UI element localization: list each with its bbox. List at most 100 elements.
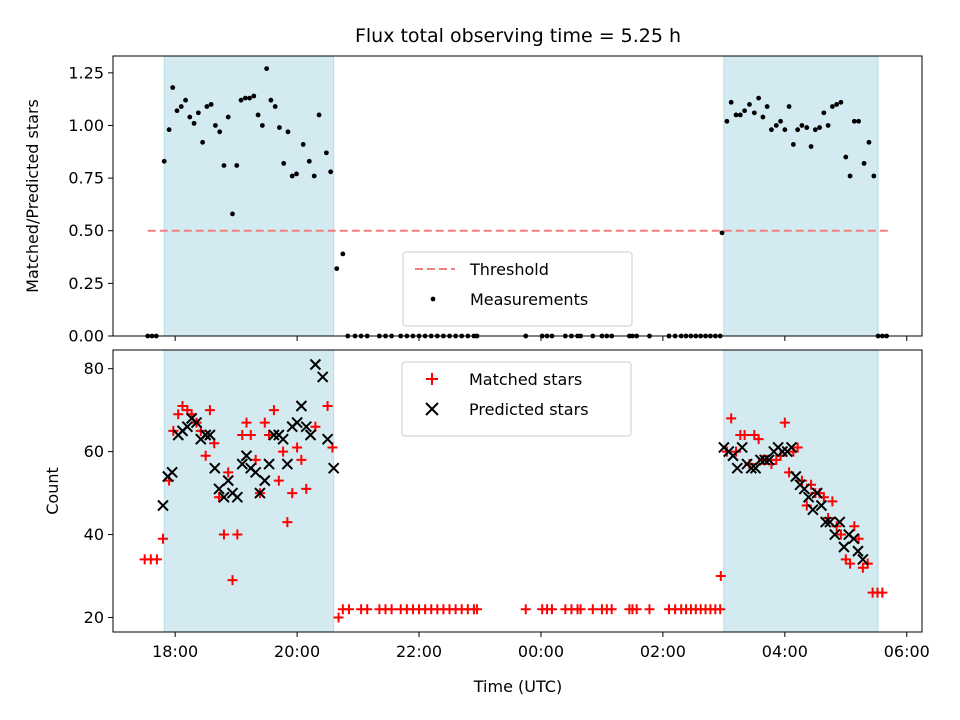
y-tick-label: 0.25 — [68, 274, 104, 293]
measurement-point — [795, 127, 801, 133]
predicted-star-point — [231, 491, 244, 503]
predicted-star-point — [759, 454, 771, 466]
predicted-star-point — [213, 483, 225, 495]
measurement-point — [166, 127, 172, 133]
predicted-star-point — [236, 458, 248, 470]
legend-predicted-swatch — [425, 402, 439, 416]
matched-star-point — [173, 409, 184, 420]
predicted-star-point — [819, 516, 832, 528]
legend-label: Predicted stars — [469, 400, 589, 419]
measurement-point — [174, 108, 180, 114]
predicted-star-point — [754, 454, 767, 466]
matched-star-point — [273, 475, 284, 486]
measurement-point — [737, 112, 743, 118]
matched-star-point — [237, 430, 248, 441]
matched-star-point — [845, 558, 856, 569]
measurement-point — [817, 125, 822, 130]
matched-star-point — [386, 604, 397, 615]
matched-star-point — [520, 604, 531, 615]
matched-star-point — [362, 604, 373, 615]
y-tick-label: 80 — [84, 359, 104, 378]
matched-star-point — [877, 587, 888, 598]
matched-star-point — [200, 450, 211, 461]
chart-title: Flux total observing time = 5.25 h — [355, 25, 681, 47]
matched-star-point — [333, 612, 344, 623]
predicted-star-point — [300, 421, 312, 433]
predicted-star-point — [745, 462, 758, 474]
measurement-point — [782, 127, 788, 133]
x-tick-label: 18:00 — [152, 642, 198, 661]
predicted-star-point — [327, 462, 340, 474]
measurement-point — [856, 118, 861, 124]
measurement-point — [812, 127, 818, 133]
predicted-star-point — [848, 532, 860, 545]
predicted-star-point — [209, 462, 221, 474]
legend: Threshold Measurements — [402, 251, 633, 327]
y-tick-label: 1.25 — [68, 63, 104, 82]
plot-frame — [112, 349, 923, 633]
measurement-point — [786, 104, 792, 109]
measurement-point — [238, 97, 244, 103]
y-tick-label: 0.50 — [68, 221, 104, 240]
measurement-point — [843, 154, 849, 160]
measurement-point — [213, 123, 218, 128]
predicted-star-point — [291, 416, 303, 429]
measurement-point — [225, 114, 231, 120]
measurement-point — [790, 142, 796, 147]
matched-star-point — [245, 430, 256, 441]
measurement-point — [316, 112, 322, 118]
predicted-star-point — [268, 429, 280, 441]
predicted-star-point — [190, 416, 203, 429]
predicted-star-point — [181, 421, 194, 433]
y-tick-label: 20 — [84, 608, 104, 627]
predicted-star-point — [204, 429, 216, 441]
measurement-point — [294, 171, 299, 177]
predicted-star-point — [798, 483, 811, 495]
predicted-star-point — [259, 474, 271, 487]
legend-label: Threshold — [469, 260, 549, 279]
measurement-point — [221, 163, 227, 168]
predicted-star-point — [281, 458, 294, 470]
legend-label: Matched stars — [469, 370, 582, 389]
x-tick-label: 00:00 — [518, 642, 564, 661]
predicted-star-point — [736, 441, 748, 454]
measurement-point — [217, 129, 223, 135]
predicted-star-point — [166, 466, 178, 479]
x-tick-label: 04:00 — [762, 642, 808, 661]
measurement-point — [251, 93, 257, 99]
predicted-star-point — [824, 516, 836, 528]
predicted-star-point — [321, 433, 334, 445]
measurement-point — [161, 158, 167, 164]
measurement-point — [747, 102, 752, 107]
matched-star-point — [282, 517, 293, 528]
observing-interval-0 — [163, 55, 335, 337]
predicted-star-point — [222, 474, 234, 487]
measurement-point — [178, 104, 184, 109]
matched-star-point — [575, 604, 586, 615]
count-panel: 20 40 60 80 18:00 20:00 22:00 00:00 02:00 04:00 06… — [43, 349, 930, 661]
predicted-star-point — [763, 454, 775, 466]
measurement-point — [289, 173, 295, 179]
ratio-panel: 0.00 0.25 0.50 0.75 1.00 1.25 Matched/Predicte… — [23, 55, 923, 346]
matched-star-point — [546, 604, 557, 615]
matched-star-point — [287, 488, 298, 499]
predicted-star-point — [731, 462, 743, 474]
matched-star-point — [214, 492, 225, 503]
y-tick-label: 40 — [84, 525, 104, 544]
measurement-point — [728, 99, 734, 105]
legend-label: Measurements — [470, 290, 588, 309]
matched-star-point — [792, 442, 803, 453]
matched-star-point — [157, 533, 168, 544]
measurement-point — [204, 104, 210, 109]
matched-star-point — [264, 430, 275, 441]
predicted-star-point — [254, 487, 266, 499]
x-tick-label: 22:00 — [396, 642, 442, 661]
matched-star-point — [151, 554, 162, 565]
measurement-point — [799, 123, 805, 128]
predicted-star-point — [802, 491, 815, 503]
matched-star-point — [779, 417, 790, 428]
measurement-point — [769, 127, 774, 133]
measurement-point — [804, 125, 810, 130]
matched-star-point — [739, 430, 750, 441]
